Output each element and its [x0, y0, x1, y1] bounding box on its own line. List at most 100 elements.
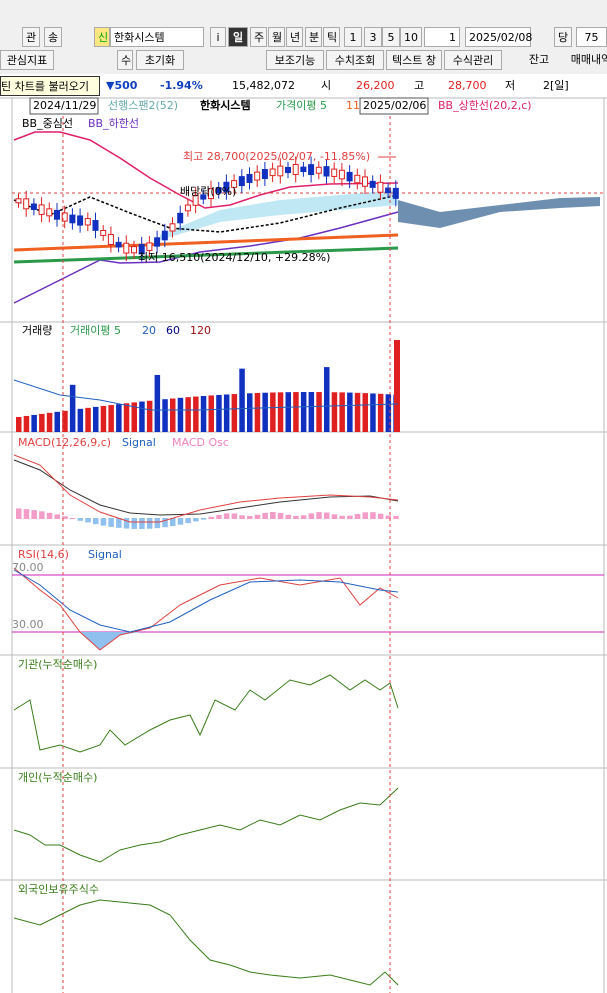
osc-bar — [308, 513, 315, 519]
label[interactable]: 주 — [250, 27, 267, 47]
candle — [177, 212, 184, 224]
osc-bar — [300, 515, 307, 519]
candle — [377, 181, 384, 193]
osc-bar — [277, 512, 284, 519]
label[interactable]: 관심지표 — [0, 50, 54, 70]
candle — [385, 187, 392, 194]
volume-bar — [108, 405, 114, 432]
osc-bar — [231, 513, 238, 519]
label[interactable]: 5 — [382, 27, 400, 47]
volume-bar — [394, 340, 400, 432]
candle — [107, 234, 114, 246]
candle — [54, 209, 60, 220]
legend: MACD Osc — [172, 436, 229, 449]
label[interactable]: 년 — [286, 27, 303, 47]
volume-bar — [123, 403, 130, 432]
osc-bar — [216, 515, 222, 519]
candle — [84, 218, 91, 226]
volume-bar — [31, 414, 37, 432]
candle — [77, 215, 84, 226]
label[interactable]: 월 — [268, 27, 285, 47]
bb-lower — [13, 211, 399, 304]
label[interactable]: 보조기능 — [266, 50, 324, 70]
label[interactable]: 한화시스템 — [110, 27, 204, 47]
label[interactable]: 텍스트 창 — [386, 50, 442, 70]
volume-bar — [377, 393, 384, 432]
candle — [123, 242, 130, 254]
candle — [15, 198, 22, 204]
label[interactable]: 매매내역 — [570, 53, 607, 66]
cloud — [398, 197, 600, 228]
volume-bar — [223, 394, 230, 432]
osc-bar — [23, 509, 30, 519]
label[interactable]: i — [210, 27, 226, 47]
volume-bar — [347, 392, 353, 432]
osc-bar — [370, 512, 376, 519]
candle — [331, 168, 338, 177]
label[interactable]: 2025/02/08 — [465, 27, 532, 47]
label[interactable]: 수식관리 — [444, 50, 502, 70]
label[interactable]: 10 — [400, 27, 422, 47]
label[interactable]: 3 — [364, 27, 382, 47]
label[interactable]: 송 — [44, 27, 62, 47]
label[interactable]: 수치조회 — [326, 50, 384, 70]
label: ▼500 — [106, 79, 138, 92]
label[interactable]: 잔고 — [528, 53, 550, 66]
osc-bar — [39, 511, 45, 519]
candle — [254, 171, 261, 181]
date-box — [29, 97, 99, 115]
legend: BB_하한선 — [88, 116, 139, 130]
volume-bar — [385, 394, 392, 432]
label[interactable]: 당 — [554, 27, 572, 47]
osc-bar — [239, 515, 245, 519]
candle — [231, 180, 238, 188]
bb-upper — [13, 131, 399, 209]
legend: Signal — [88, 548, 122, 561]
osc-bar — [131, 518, 137, 529]
label[interactable]: 분 — [305, 27, 322, 47]
osc-bar — [208, 516, 214, 519]
candle — [300, 166, 307, 173]
candle — [138, 244, 145, 255]
candle — [169, 223, 176, 232]
volume-bar — [85, 407, 91, 432]
candle — [92, 220, 99, 231]
label[interactable]: 틱 — [323, 27, 340, 47]
panel-borders — [0, 97, 607, 993]
volume-bar — [262, 392, 268, 432]
label[interactable]: 수 — [117, 50, 133, 70]
volume-bar — [39, 413, 45, 432]
osc-bar — [85, 518, 91, 523]
legend: 선행스팬2(52) — [108, 99, 178, 112]
volume-bar — [131, 402, 137, 432]
volume-bar — [200, 395, 207, 432]
label[interactable]: 일 — [228, 27, 248, 47]
label[interactable]: 초기화 — [136, 50, 184, 70]
rsi-signal — [13, 569, 399, 633]
legend: MACD(12,26,9,c) — [18, 436, 111, 449]
volume-bar — [77, 408, 84, 432]
osc-bar — [347, 515, 353, 519]
candle — [277, 165, 284, 177]
label[interactable]: 관 — [22, 27, 40, 47]
volume-bar — [354, 392, 361, 432]
candle — [30, 203, 37, 211]
candle — [246, 173, 253, 183]
label[interactable]: 1 — [424, 27, 460, 47]
volume-bar — [62, 410, 68, 432]
inst-line — [13, 674, 399, 753]
candle — [223, 181, 230, 193]
candle — [38, 204, 45, 215]
label[interactable]: 1 — [344, 27, 362, 47]
candle — [154, 237, 161, 247]
candle — [184, 204, 191, 212]
legend: Signal — [122, 436, 156, 449]
label[interactable]: 신 — [94, 27, 110, 47]
candle — [100, 230, 107, 236]
volume-bar — [193, 396, 199, 432]
legend: 외국인보유주식수 — [18, 883, 99, 896]
osc-bar — [77, 518, 84, 521]
volume-bar — [23, 415, 30, 432]
legend: 기관(누적순매수) — [18, 658, 97, 671]
legend: 한화시스템 — [200, 98, 251, 112]
